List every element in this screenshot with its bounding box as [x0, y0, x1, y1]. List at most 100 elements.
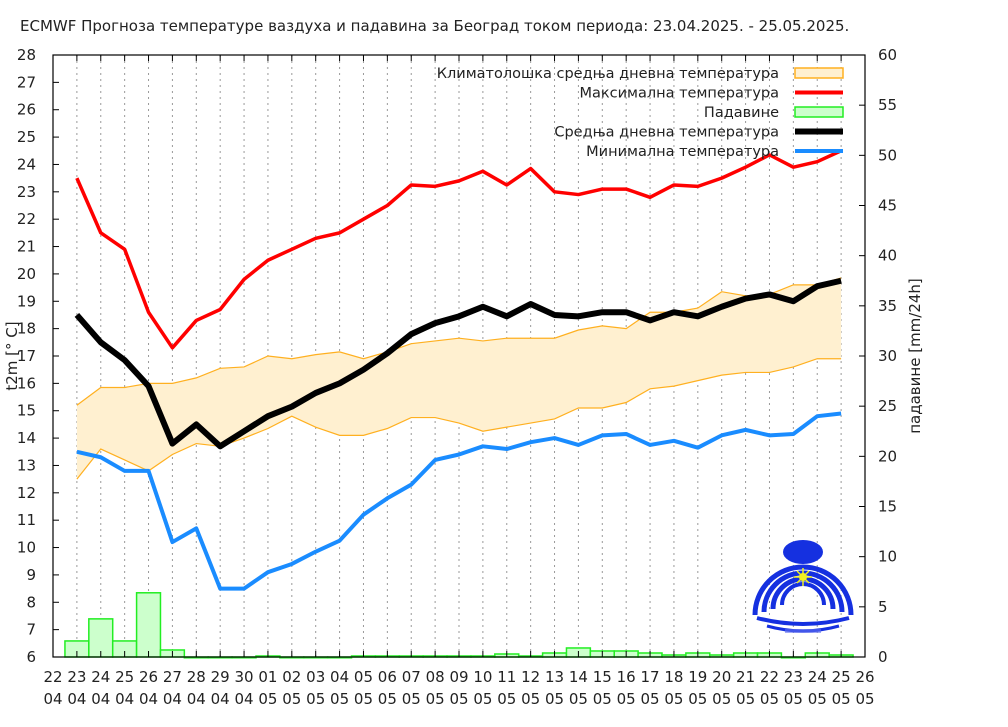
y2-tick-label: 5	[878, 598, 888, 616]
x-tick-day: 23	[67, 668, 86, 686]
y2-tick-label: 35	[878, 297, 897, 315]
x-tick-month: 05	[282, 690, 301, 708]
y-tick-label: 23	[17, 183, 36, 201]
y-tick-label: 24	[17, 155, 36, 173]
x-tick-day: 30	[235, 668, 254, 686]
y-tick-label: 10	[17, 539, 36, 557]
y2-tick-label: 60	[878, 46, 897, 64]
y-tick-label: 11	[17, 511, 36, 529]
y-tick-label: 28	[17, 46, 36, 64]
x-tick-day: 08	[426, 668, 445, 686]
x-tick-day: 09	[449, 668, 468, 686]
y-tick-label: 27	[17, 73, 36, 91]
x-tick-month: 05	[736, 690, 755, 708]
climatology-upper-line	[76, 277, 842, 406]
y2-tick-label: 15	[878, 498, 897, 516]
y2-tick-label: 55	[878, 96, 897, 114]
x-tick-month: 05	[641, 690, 660, 708]
x-tick-month: 04	[139, 690, 158, 708]
x-tick-month: 05	[497, 690, 516, 708]
climatology-lower-line	[76, 358, 842, 480]
legend-swatch-clim	[794, 67, 844, 79]
x-tick-day: 27	[163, 668, 182, 686]
y2-tick-label: 30	[878, 347, 897, 365]
x-tick-day: 04	[330, 668, 349, 686]
chart-title: ECMWF Прогноза температуре ваздуха и пад…	[20, 17, 849, 35]
x-tick-month: 04	[211, 690, 230, 708]
y-tick-label: 16	[17, 374, 36, 392]
x-tick-month: 05	[664, 690, 683, 708]
x-tick-month: 05	[354, 690, 373, 708]
mean-temperature-line	[74, 277, 842, 450]
x-tick-day: 17	[641, 668, 660, 686]
x-tick-day: 12	[521, 668, 540, 686]
y-tick-label: 22	[17, 210, 36, 228]
x-tick-day: 24	[91, 668, 110, 686]
x-tick-month: 05	[426, 690, 445, 708]
y-axis-label: t2m [° C]	[3, 321, 21, 390]
y-tick-label: 21	[17, 238, 36, 256]
y-tick-label: 17	[17, 347, 36, 365]
y2-tick-label: 45	[878, 197, 897, 215]
x-tick-month: 05	[473, 690, 492, 708]
x-tick-day: 03	[306, 668, 325, 686]
y-tick-label: 25	[17, 128, 36, 146]
x-tick-month: 04	[43, 690, 62, 708]
x-tick-month: 05	[258, 690, 277, 708]
x-tick-month: 05	[712, 690, 731, 708]
x-tick-month: 05	[402, 690, 421, 708]
legend-label-precip: Падавине	[704, 105, 779, 121]
x-tick-month: 05	[521, 690, 540, 708]
x-tick-day: 11	[497, 668, 516, 686]
y2-tick-label: 40	[878, 247, 897, 265]
legend-label-max: Максимална температура	[579, 86, 779, 102]
y-tick-label: 8	[26, 593, 36, 611]
legend-label-min: Минимална температура	[586, 144, 779, 160]
y-tick-label: 9	[26, 566, 36, 584]
x-tick-day: 13	[545, 668, 564, 686]
legend-label-mean: Средња дневна температура	[554, 125, 779, 141]
legend-swatch-precip	[794, 106, 844, 118]
max-temperature-line	[75, 149, 842, 350]
x-tick-day: 24	[808, 668, 827, 686]
y2-tick-label: 10	[878, 548, 897, 566]
precip-bar	[135, 592, 162, 658]
y2-tick-label: 50	[878, 146, 897, 164]
x-tick-month: 04	[235, 690, 254, 708]
y2-tick-label: 20	[878, 447, 897, 465]
x-tick-month: 05	[449, 690, 468, 708]
y-tick-label: 15	[17, 402, 36, 420]
x-tick-month: 05	[569, 690, 588, 708]
y-tick-label: 14	[17, 429, 36, 447]
x-tick-day: 14	[569, 668, 588, 686]
y2-tick-label: 25	[878, 397, 897, 415]
y-tick-label: 7	[26, 621, 36, 639]
x-tick-day: 29	[211, 668, 230, 686]
x-tick-day: 25	[832, 668, 851, 686]
plot-frame	[52, 54, 866, 658]
x-tick-month: 05	[760, 690, 779, 708]
x-tick-month: 05	[330, 690, 349, 708]
y2-tick-label: 0	[878, 648, 888, 666]
x-tick-day: 26	[855, 668, 874, 686]
x-tick-day: 15	[593, 668, 612, 686]
x-tick-day: 22	[43, 668, 62, 686]
x-tick-month: 04	[91, 690, 110, 708]
y-tick-label: 26	[17, 101, 36, 119]
x-tick-day: 05	[354, 668, 373, 686]
y-tick-label: 12	[17, 484, 36, 502]
x-tick-day: 28	[187, 668, 206, 686]
climatology-band	[76, 278, 842, 480]
x-tick-month: 05	[617, 690, 636, 708]
x-tick-month: 05	[378, 690, 397, 708]
x-tick-month: 04	[115, 690, 134, 708]
x-tick-month: 05	[808, 690, 827, 708]
min-temperature-line	[76, 411, 842, 591]
x-tick-month: 05	[784, 690, 803, 708]
x-tick-month: 04	[67, 690, 86, 708]
rhmz-logo	[752, 540, 854, 633]
x-tick-month: 05	[306, 690, 325, 708]
x-tick-day: 06	[378, 668, 397, 686]
